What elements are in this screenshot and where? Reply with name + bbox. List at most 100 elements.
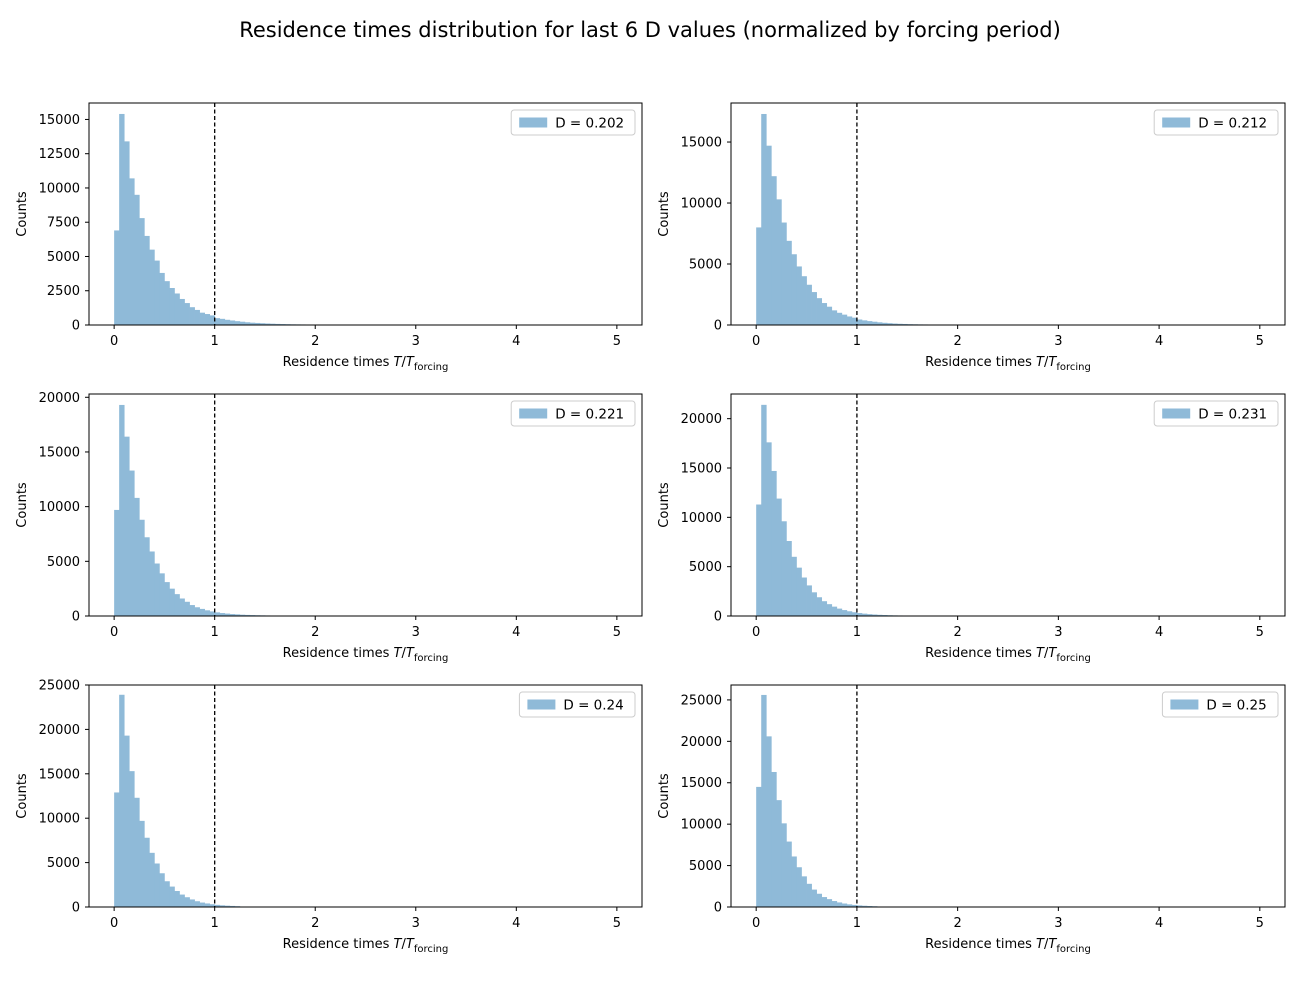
histogram-bar <box>209 611 216 616</box>
x-tick-label: 3 <box>412 334 420 349</box>
histogram-bar <box>134 797 140 907</box>
histogram-bar <box>816 298 823 325</box>
subplot-2: 0 1 2 3 4 5 0 5000 10000 15000 Residence times T/T… <box>657 102 1286 373</box>
histogram-bar <box>897 323 903 325</box>
histogram-bar <box>781 222 787 325</box>
y-tick-label: 15000 <box>39 445 80 460</box>
histogram-bar <box>119 404 125 616</box>
histogram-bar <box>816 893 823 907</box>
x-tick-label: 2 <box>311 334 319 349</box>
subplot-4: 0 1 2 3 4 5 0 5000 10000 15000 20000 Residence time… <box>657 393 1286 664</box>
histogram-bar <box>169 588 175 616</box>
histogram-bar <box>149 852 155 907</box>
histogram-bar <box>866 321 873 325</box>
x-axis-label: Residence times T/Tforcing <box>925 355 1091 373</box>
histogram-bar <box>861 613 868 616</box>
histogram-bar <box>159 272 165 325</box>
histogram-bar <box>902 323 908 325</box>
histogram-bar <box>214 612 221 616</box>
x-tick-label: 5 <box>1256 334 1264 349</box>
histogram-bar <box>766 145 772 325</box>
histogram-bar <box>756 227 762 325</box>
histogram-bar <box>776 199 782 325</box>
histogram-bar <box>846 316 853 325</box>
histogram-bar <box>836 902 843 907</box>
legend-label: D = 0.231 <box>1198 407 1267 423</box>
y-tick-label: 2500 <box>47 284 80 299</box>
histogram-bar <box>199 312 205 325</box>
histogram-bar <box>219 318 226 325</box>
histogram-bar <box>766 442 772 616</box>
histogram-bar <box>234 321 241 325</box>
histogram-bars <box>756 404 938 616</box>
y-tick-label: 20000 <box>681 412 722 427</box>
y-tick-label: 5000 <box>689 560 722 575</box>
legend-label: D = 0.212 <box>1198 116 1267 132</box>
histogram-bar <box>856 319 863 325</box>
histogram-bar <box>269 323 276 325</box>
histogram-bar <box>877 322 883 325</box>
histogram-bar <box>149 551 155 616</box>
histogram-bars <box>756 113 938 325</box>
histogram-bar <box>756 504 762 616</box>
histogram-bar <box>786 240 792 325</box>
histogram-bar <box>169 886 175 907</box>
histogram-bar <box>169 288 175 325</box>
histogram-bar <box>144 235 150 325</box>
histogram-bar <box>184 601 190 616</box>
histogram-bar <box>872 614 878 616</box>
histogram-bar <box>189 307 195 325</box>
legend-swatch <box>519 117 548 128</box>
histogram-bar <box>224 905 231 907</box>
histogram-bar <box>179 298 185 325</box>
subplot-3: 0 1 2 3 4 5 0 5000 10000 15000 20000 Residence time… <box>15 391 643 664</box>
x-tick-label: 1 <box>853 625 861 640</box>
histogram-bar <box>114 509 120 616</box>
histogram-bar <box>129 470 135 616</box>
subplots-grid: 0 1 2 3 4 50250050007500100001250015000Reside… <box>15 102 1286 955</box>
y-tick-label: 5000 <box>47 250 80 265</box>
y-tick-label: 7500 <box>47 216 80 231</box>
x-axis-label: Residence times T/Tforcing <box>925 646 1091 664</box>
y-tick-label: 15000 <box>681 462 722 477</box>
axes-frame <box>730 102 1286 326</box>
histogram-bar <box>851 317 858 325</box>
x-axis-label: Residence times T/Tforcing <box>283 937 449 955</box>
histogram-bar <box>831 606 838 616</box>
histogram-bar <box>781 823 787 907</box>
x-tick-label: 4 <box>1155 334 1163 349</box>
x-tick-label: 4 <box>1155 625 1163 640</box>
histogram-bar <box>139 820 145 907</box>
y-tick-label: 10000 <box>39 181 80 196</box>
legend-label: D = 0.25 <box>1206 698 1266 714</box>
histogram-bar <box>851 904 858 907</box>
histogram-bar <box>224 613 231 616</box>
histogram-bar <box>761 694 767 907</box>
histogram-bar <box>275 323 281 325</box>
histogram-bar <box>801 577 807 616</box>
histogram-bar <box>184 897 190 907</box>
histogram-bar <box>846 611 853 616</box>
histogram-bar <box>214 904 221 907</box>
histogram-bar <box>841 903 848 907</box>
histogram-bar <box>129 771 135 907</box>
histogram-bar <box>761 113 767 325</box>
histogram-bar <box>214 318 221 325</box>
legend: D = 0.212 <box>1153 109 1279 136</box>
y-axis-label: Counts <box>657 482 672 528</box>
histogram-bar <box>204 610 211 616</box>
histogram-bar <box>144 837 150 907</box>
y-tick-label: 0 <box>72 319 80 334</box>
y-tick-label: 15000 <box>681 776 722 791</box>
x-tick-label: 2 <box>953 916 961 931</box>
histogram-bar <box>199 902 205 907</box>
x-tick-label: 5 <box>613 625 621 640</box>
histogram-bar <box>229 614 236 616</box>
subplot-6: 0 1 2 3 4 5 0 5000 10000 15000 20000 25000 Residence… <box>657 684 1286 955</box>
y-axis-label: Counts <box>15 191 30 237</box>
x-tick-label: 0 <box>752 916 760 931</box>
histogram-bar <box>887 323 893 325</box>
y-tick-label: 5000 <box>689 859 722 874</box>
y-tick-label: 20000 <box>681 735 722 750</box>
figure-title: Residence times distribution for last 6 … <box>239 18 1061 42</box>
